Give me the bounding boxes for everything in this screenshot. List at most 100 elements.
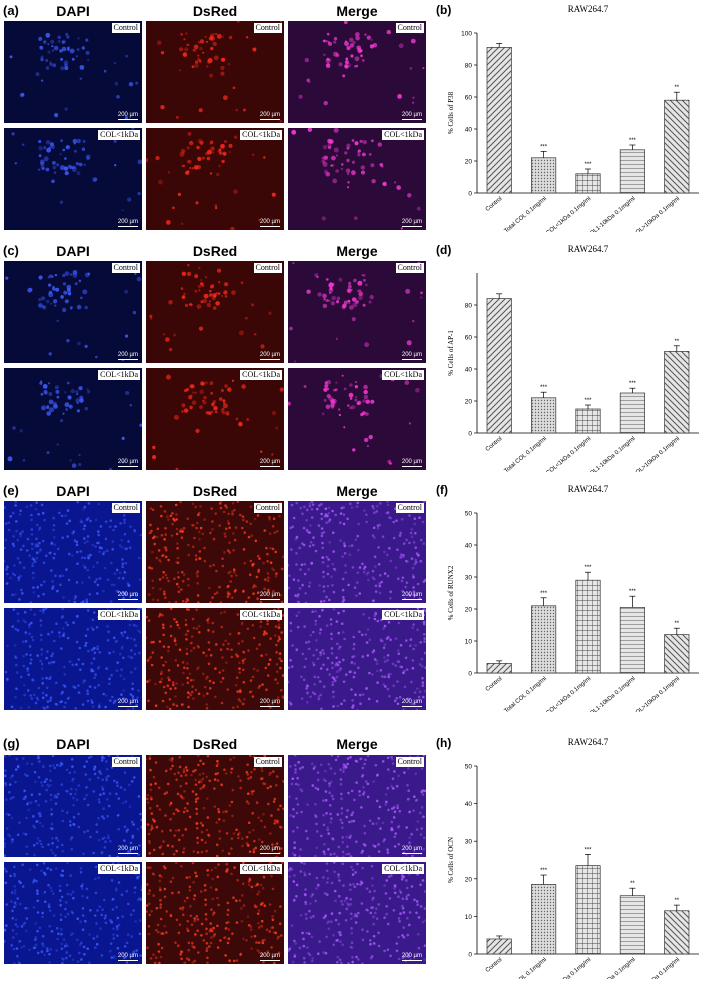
cell-dot bbox=[228, 526, 231, 529]
scale-bar: 200 µm bbox=[259, 592, 280, 600]
cell-dot bbox=[163, 924, 166, 928]
cell-dot bbox=[322, 161, 328, 167]
cell-dot bbox=[113, 139, 117, 143]
cell-dot bbox=[268, 930, 272, 933]
cell-dot bbox=[298, 94, 303, 99]
cell-dot bbox=[223, 532, 227, 535]
cell-dot bbox=[310, 895, 313, 898]
cell-dot bbox=[105, 776, 108, 779]
cell-dot bbox=[343, 899, 347, 902]
cell-dot bbox=[51, 179, 55, 184]
cell-dot bbox=[58, 635, 61, 638]
cell-dot bbox=[337, 875, 340, 879]
cell-dot bbox=[209, 140, 214, 144]
condition-label: COL<1kDa bbox=[382, 370, 424, 380]
cell-dot bbox=[85, 38, 89, 42]
cell-dot bbox=[398, 534, 402, 537]
x-tick-label: COL>10kDa 0.1mg/ml bbox=[632, 196, 681, 232]
cell-dot bbox=[8, 834, 12, 838]
cell-dot bbox=[34, 701, 38, 705]
cell-dot bbox=[264, 653, 268, 656]
cell-dot bbox=[69, 405, 72, 408]
cell-dot bbox=[123, 532, 127, 536]
cell-dot bbox=[322, 799, 325, 802]
cell-dot bbox=[323, 842, 326, 846]
cell-dot bbox=[62, 148, 66, 152]
cell-dot bbox=[97, 776, 100, 780]
cell-dot bbox=[333, 147, 339, 153]
cell-dot bbox=[137, 629, 140, 632]
cell-dot bbox=[109, 942, 113, 945]
cell-dot bbox=[180, 774, 183, 778]
cell-dot bbox=[248, 755, 252, 757]
cell-dot bbox=[55, 703, 59, 706]
cell-dot bbox=[149, 314, 153, 318]
cell-dot bbox=[257, 909, 261, 912]
cell-dot bbox=[126, 933, 130, 936]
cell-dot bbox=[364, 342, 370, 348]
cell-dot bbox=[97, 798, 101, 801]
cell-dot bbox=[315, 639, 318, 642]
cell-dot bbox=[245, 316, 248, 320]
cell-dot bbox=[63, 290, 68, 295]
cell-dot bbox=[346, 146, 350, 150]
cell-dot bbox=[192, 897, 196, 901]
cell-dot bbox=[223, 290, 228, 295]
cell-dot bbox=[194, 505, 197, 509]
cell-dot bbox=[334, 513, 337, 517]
cell-dot bbox=[412, 623, 415, 626]
cell-dot bbox=[331, 282, 335, 286]
cell-dot bbox=[252, 667, 256, 671]
cell-dot bbox=[19, 675, 23, 679]
cell-dot bbox=[205, 849, 208, 853]
cell-dot bbox=[41, 405, 46, 411]
cell-dot bbox=[415, 387, 420, 393]
cell-dot bbox=[30, 621, 33, 625]
cell-dot bbox=[51, 45, 54, 48]
cell-dot bbox=[66, 811, 69, 814]
cell-dot bbox=[407, 789, 410, 792]
cell-dot bbox=[51, 580, 54, 583]
cell-dot bbox=[45, 788, 48, 792]
cell-dot bbox=[308, 872, 311, 876]
cell-dot bbox=[11, 132, 15, 136]
cell-dot bbox=[148, 657, 151, 660]
cell-dot bbox=[341, 862, 345, 866]
cell-dot bbox=[69, 824, 72, 827]
cell-dot bbox=[294, 764, 297, 767]
cell-dot bbox=[206, 961, 209, 964]
cell-dot bbox=[341, 163, 344, 166]
cell-dot bbox=[326, 394, 331, 399]
cell-dot bbox=[148, 755, 152, 757]
cell-dot bbox=[46, 783, 49, 787]
cell-dot bbox=[291, 129, 297, 135]
cell-dot bbox=[331, 583, 334, 587]
scale-bar: 200 µm bbox=[259, 846, 280, 854]
cell-dot bbox=[328, 804, 332, 807]
cell-dot bbox=[55, 287, 60, 292]
cell-dot bbox=[84, 305, 88, 310]
cell-dot bbox=[167, 558, 170, 562]
cell-dot bbox=[196, 574, 199, 578]
cell-dot bbox=[47, 903, 51, 906]
cell-dot bbox=[337, 611, 340, 615]
cell-dot bbox=[195, 558, 198, 561]
cell-dot bbox=[85, 887, 89, 891]
cell-dot bbox=[108, 525, 112, 529]
cell-dot bbox=[273, 909, 277, 913]
cell-dot bbox=[120, 668, 123, 671]
cell-dot bbox=[116, 855, 119, 857]
cell-dot bbox=[413, 702, 416, 706]
cell-dot bbox=[43, 518, 46, 522]
cell-dot bbox=[232, 706, 235, 709]
cell-dot bbox=[205, 654, 208, 658]
cell-dot bbox=[268, 903, 272, 906]
cell-dot bbox=[200, 300, 204, 304]
cell-dot bbox=[4, 845, 6, 848]
cell-texture bbox=[288, 755, 426, 857]
cell-dot bbox=[378, 584, 382, 588]
cell-dot bbox=[348, 281, 352, 285]
cell-dot bbox=[35, 879, 38, 883]
cell-dot bbox=[109, 949, 112, 953]
cell-dot bbox=[19, 429, 23, 433]
